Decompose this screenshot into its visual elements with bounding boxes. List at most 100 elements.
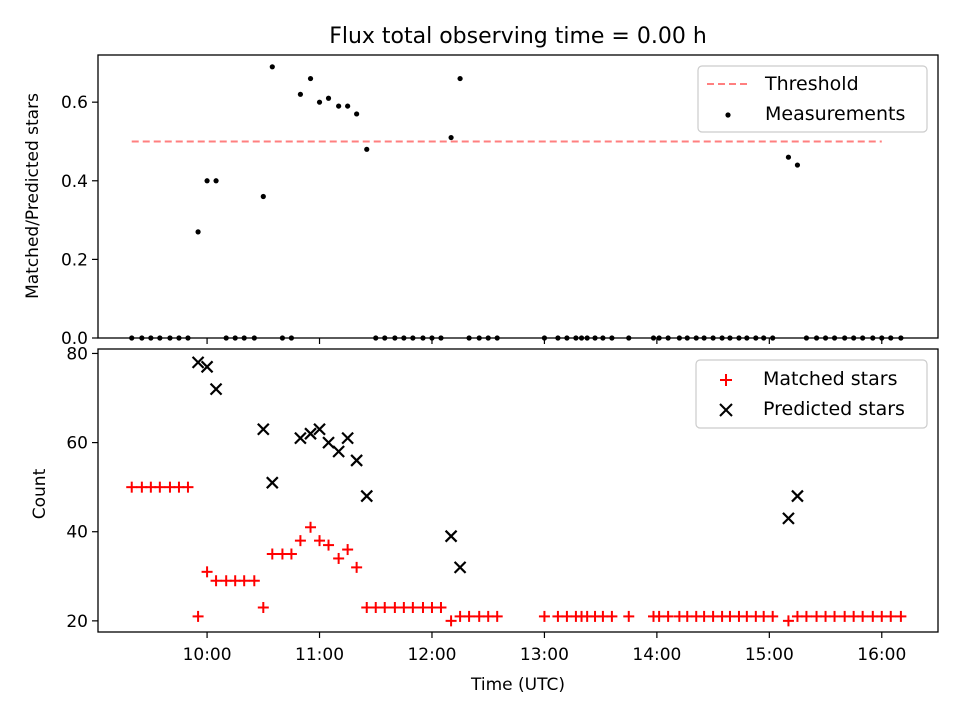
predicted-star-marker: [266, 476, 279, 489]
y-tick-label: 20: [66, 612, 88, 632]
matched-star-marker: [379, 601, 391, 613]
matched-star-marker: [210, 575, 222, 587]
predicted-star-marker: [341, 431, 354, 445]
legend-predicted-swatch: [719, 403, 733, 417]
predicted-star-marker: [209, 382, 223, 396]
x-axis-label: Time (UTC): [470, 675, 565, 695]
predicted-star-marker: [191, 356, 205, 369]
predicted-star-marker: [453, 561, 467, 574]
measurement-point: [364, 146, 370, 152]
bottom-legend-box: [695, 359, 928, 429]
matched-star-marker: [294, 535, 306, 547]
predicted-star-marker: [200, 360, 214, 374]
matched-star-marker: [248, 575, 260, 587]
top-panel: 0.0 0.2 0.4 0.6 Matched/Predicted stars Thr…: [23, 54, 939, 349]
matched-star-marker: [154, 481, 166, 493]
x-tick-label: 16:00: [857, 645, 906, 665]
matched-star-marker: [285, 548, 297, 560]
measurement-point: [213, 178, 219, 184]
matched-star-marker: [662, 610, 674, 622]
matched-star-marker: [895, 610, 907, 622]
matched-star-marker: [829, 610, 841, 622]
legend-threshold-label: Threshold: [764, 73, 859, 95]
top-y-axis-label: Matched/Predicted stars: [23, 93, 43, 299]
matched-star-marker: [323, 539, 335, 551]
bottom-y-axis-label: Count: [30, 468, 50, 519]
matched-star-marker: [266, 548, 278, 560]
measurement-point: [448, 134, 454, 141]
top-legend: Threshold Measurements: [697, 65, 928, 133]
matched-star-marker: [767, 610, 779, 622]
predicted-star-marker: [257, 422, 270, 436]
chart-title: Flux total observing time = 0.00 h: [329, 24, 707, 49]
matched-star-marker: [445, 615, 457, 627]
y-tick-label: 40: [66, 523, 88, 543]
bottom-axes-frame: [97, 348, 939, 633]
x-tick-label: 15:00: [745, 645, 794, 665]
measurement-point: [794, 162, 801, 168]
matched-star-marker: [182, 481, 194, 493]
matched-star-marker: [333, 552, 345, 564]
legend-predicted-label: Predicted stars: [763, 398, 905, 420]
measurement-point: [260, 193, 266, 200]
matched-star-marker: [192, 610, 204, 622]
matched-star-marker: [885, 610, 897, 622]
measurement-point: [195, 229, 201, 235]
x-tick-label: 14:00: [632, 645, 681, 665]
measurement-point: [345, 103, 351, 109]
matched-star-marker: [238, 575, 250, 587]
legend-matched-label: Matched stars: [763, 368, 897, 390]
y-tick-label: 60: [66, 434, 88, 454]
y-tick-label: 0.4: [61, 172, 88, 192]
predicted-star-marker: [322, 436, 335, 449]
measurement-point: [336, 103, 342, 109]
measurement-point: [297, 91, 304, 97]
predicted-star-marker: [313, 422, 326, 436]
matched-star-marker: [257, 601, 269, 613]
matched-star-marker: [463, 610, 475, 622]
y-tick-label: 0.0: [61, 329, 88, 349]
legend-matched-swatch: [720, 374, 732, 386]
x-tick-label: 12:00: [407, 645, 456, 665]
matched-star-marker: [342, 544, 354, 556]
matched-star-marker: [491, 610, 503, 622]
measurement-point: [785, 154, 792, 160]
y-tick-label: 0.2: [61, 250, 88, 270]
predicted-star-marker: [332, 445, 345, 458]
predicted-star-marker: [444, 529, 458, 543]
top-axes-frame: [97, 54, 939, 339]
y-tick-label: 0.6: [61, 93, 88, 113]
x-tick-label: 10:00: [183, 645, 232, 665]
matched-star-marker: [305, 521, 317, 533]
matched-star-marker: [435, 601, 447, 613]
measurement-point: [354, 111, 360, 117]
matched-star-marker: [782, 615, 794, 627]
predicted-star-marker: [294, 431, 307, 445]
predicted-star-marker: [304, 427, 317, 440]
measurement-point: [457, 75, 463, 82]
matched-star-marker: [857, 610, 869, 622]
measurement-point: [269, 64, 275, 70]
measurement-point: [204, 178, 210, 184]
measurement-point: [325, 95, 332, 101]
measurement-point: [316, 99, 323, 105]
legend-measurements-label: Measurements: [765, 103, 905, 125]
x-tick-label: 13:00: [520, 645, 569, 665]
predicted-star-marker: [360, 489, 374, 503]
legend-measurements-swatch: [725, 112, 731, 118]
matched-star-marker: [800, 610, 812, 622]
bottom-legend: Matched stars Predicted stars: [695, 359, 928, 429]
bottom-panel: 20 40 60 80 10:00 11:00 12:00 13:00 14:00 15:00 16…: [30, 344, 939, 695]
x-tick-label: 11:00: [295, 645, 344, 665]
matched-star-marker: [201, 566, 213, 578]
matched-star-marker: [407, 601, 419, 613]
matched-star-marker: [538, 610, 550, 622]
measurement-point: [307, 75, 314, 82]
matched-star-marker: [126, 481, 138, 493]
matched-star-marker: [351, 561, 363, 573]
matched-star-marker: [606, 610, 618, 622]
predicted-star-marker: [350, 454, 363, 467]
matched-star-marker: [314, 535, 326, 547]
predicted-star-marker: [791, 489, 804, 503]
